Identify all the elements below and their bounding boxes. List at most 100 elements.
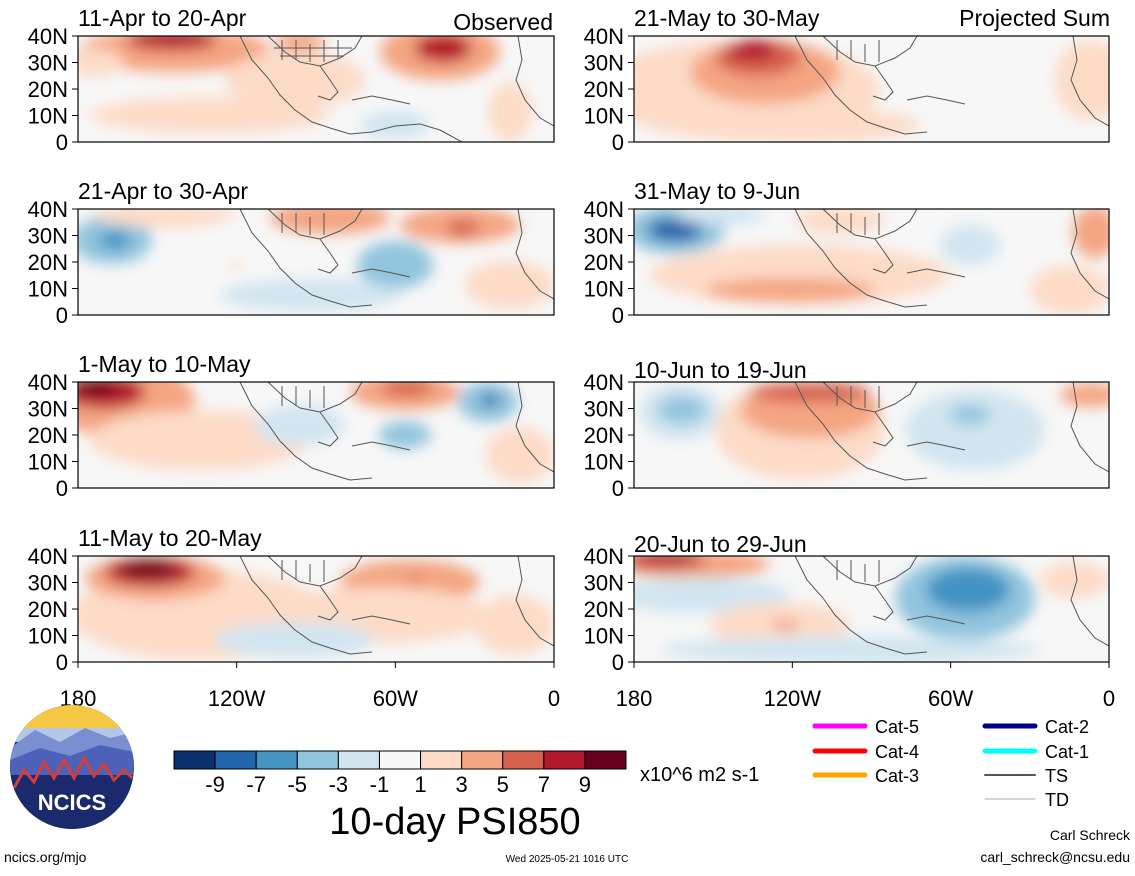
lat-tick-label: 10N <box>28 624 68 649</box>
panel-title: 31-May to 9-Jun <box>634 178 800 204</box>
lon-tick-label: 60W <box>373 686 418 711</box>
colorbar-swatch <box>337 750 380 770</box>
panel-title: 11-May to 20-May <box>78 525 262 551</box>
lat-tick-label: 30N <box>584 397 624 422</box>
lat-tick-label: 40N <box>584 24 624 49</box>
colorbar-units: x10^6 m2 s-1 <box>640 764 759 786</box>
lat-tick-label: 20N <box>28 423 68 448</box>
lat-tick-label: 20N <box>28 597 68 622</box>
lat-tick-label: 30N <box>584 224 624 249</box>
panel-projected-2: 31-May to 9-Jun <box>633 178 1110 316</box>
lat-tick-label: 0 <box>56 476 68 501</box>
colorbar-label: 9 <box>579 772 591 797</box>
lat-tick-label: 20N <box>584 597 624 622</box>
lat-tick-label: 20N <box>584 77 624 102</box>
lon-tick-label: 0 <box>1103 686 1115 711</box>
colorbar-title: 10-day PSI850 <box>329 801 580 843</box>
colorbar-swatch <box>584 750 627 770</box>
lat-tick-label: 0 <box>612 303 624 328</box>
lat-tick-label: 10N <box>584 624 624 649</box>
lat-tick-label: 0 <box>56 130 68 155</box>
lat-tick-label: 10N <box>584 450 624 475</box>
colorbar-label: 5 <box>497 772 509 797</box>
lat-tick-label: 40N <box>584 370 624 395</box>
colorbar-swatch <box>255 750 298 770</box>
lat-tick-label: 0 <box>612 476 624 501</box>
observed-label: Observed <box>453 9 553 35</box>
panel-title: 20-Jun to 29-Jun <box>634 531 807 557</box>
lat-tick-label: 10N <box>28 450 68 475</box>
colorbar-swatch <box>173 750 216 770</box>
colorbar-swatch <box>214 750 257 770</box>
colorbar-label: -7 <box>246 772 266 797</box>
colorbar-label: -9 <box>205 772 225 797</box>
footer-timestamp: Wed 2025-05-21 1016 UTC <box>506 854 629 865</box>
lat-tick-label: 0 <box>56 303 68 328</box>
lat-tick-label: 30N <box>28 571 68 596</box>
ncics-logo: NCICS <box>10 705 134 829</box>
legend-label: Cat-3 <box>875 766 919 786</box>
colorbar-label: -1 <box>370 772 390 797</box>
colorbar-swatch <box>420 750 463 770</box>
colorbar-swatch <box>461 750 504 770</box>
lat-tick-label: 40N <box>28 24 68 49</box>
lat-tick-label: 40N <box>584 197 624 222</box>
colorbar-label: 7 <box>538 772 550 797</box>
lat-tick-label: 0 <box>56 650 68 675</box>
panel-observed-2: 21-Apr to 30-Apr <box>77 178 555 316</box>
latitude-axis-labels: 40N30N20N10N040N30N20N10N040N30N20N10N04… <box>28 24 634 675</box>
legend-label: TS <box>1045 766 1068 786</box>
colorbar-swatch <box>378 750 422 770</box>
lat-tick-label: 0 <box>612 130 624 155</box>
lat-tick-label: 30N <box>28 51 68 76</box>
lat-tick-label: 30N <box>28 397 68 422</box>
lat-tick-label: 10N <box>584 277 624 302</box>
lat-tick-label: 40N <box>28 197 68 222</box>
footer-author: Carl Schreck <box>1050 827 1131 843</box>
panel-projected-4: 20-Jun to 29-Jun <box>633 531 1110 663</box>
colorbar-label: -5 <box>287 772 307 797</box>
footer-email: carl_schreck@ncsu.edu <box>980 849 1130 865</box>
lat-tick-label: 30N <box>584 51 624 76</box>
colorbar-label: 1 <box>414 772 426 797</box>
panel-observed-3: 1-May to 10-May <box>77 351 555 489</box>
lon-tick-label: 60W <box>928 686 973 711</box>
lat-tick-label: 40N <box>28 544 68 569</box>
panel-title: 21-Apr to 30-Apr <box>78 178 248 204</box>
lon-tick-label: 120W <box>764 686 822 711</box>
panel-projected-1: 21-May to 30-May Projected Sum <box>633 5 1110 143</box>
panel-title: 1-May to 10-May <box>78 351 251 377</box>
colorbar-swatch <box>502 750 545 770</box>
legend-label: Cat-2 <box>1045 717 1089 737</box>
lon-tick-label: 180 <box>616 686 653 711</box>
lat-tick-label: 20N <box>584 423 624 448</box>
colorbar-swatch <box>296 750 339 770</box>
legend-label: Cat-1 <box>1045 742 1089 762</box>
legend-label: Cat-4 <box>875 742 919 762</box>
panel-observed-4: 11-May to 20-May <box>77 525 555 663</box>
legend-label: TD <box>1045 790 1069 810</box>
panel-observed-1: 11-Apr to 20-Apr Observed <box>77 5 555 143</box>
lat-tick-label: 10N <box>28 277 68 302</box>
storm-legend: Cat-5 Cat-4 Cat-3 Cat-2 Cat-1 TS TD <box>812 717 1089 810</box>
lat-tick-label: 20N <box>584 250 624 275</box>
lat-tick-label: 30N <box>28 224 68 249</box>
legend-label: Cat-5 <box>875 717 919 737</box>
logo-text: NCICS <box>38 790 106 815</box>
colorbar-swatch <box>543 750 586 770</box>
colorbar-label: -3 <box>329 772 349 797</box>
lon-tick-label: 0 <box>548 686 560 711</box>
lat-tick-label: 40N <box>28 370 68 395</box>
colorbar: -9 -7 -5 -3 -1 1 3 5 7 9 <box>173 750 627 797</box>
projected-label: Projected Sum <box>959 5 1110 31</box>
lat-tick-label: 20N <box>28 77 68 102</box>
lat-tick-label: 30N <box>584 571 624 596</box>
colorbar-label: 3 <box>456 772 468 797</box>
lat-tick-label: 10N <box>28 104 68 129</box>
panel-projected-3: 10-Jun to 19-Jun <box>633 357 1110 489</box>
lat-tick-label: 40N <box>584 544 624 569</box>
lon-tick-label: 120W <box>208 686 266 711</box>
panel-title: 11-Apr to 20-Apr <box>78 5 247 31</box>
coastline-map <box>239 36 554 142</box>
